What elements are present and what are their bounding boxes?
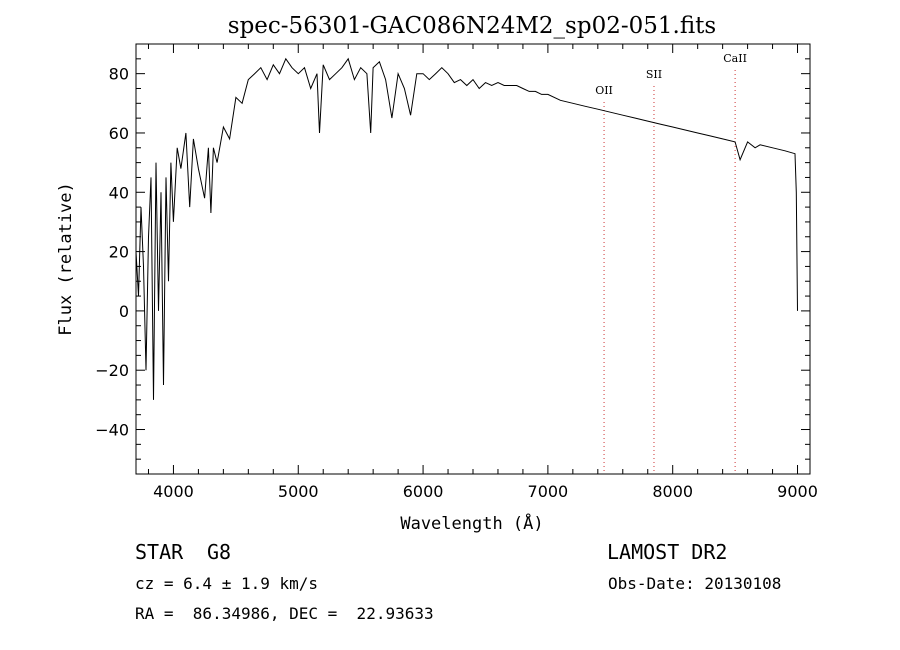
y-tick-label: −20: [95, 361, 129, 380]
x-tick-label: 4000: [153, 482, 194, 501]
y-tick-label: −40: [95, 421, 129, 440]
x-tick-label: 8000: [652, 482, 693, 501]
line-label-caii: CaII: [723, 52, 747, 65]
y-axis-label: Flux (relative): [56, 182, 76, 336]
x-tick-label: 5000: [278, 482, 319, 501]
spectrum-line: [135, 57, 798, 400]
chart-title: spec-56301-GAC086N24M2_sp02-051.fits: [228, 13, 716, 39]
y-tick-label: 0: [119, 302, 129, 321]
line-label-sii: SII: [646, 68, 662, 81]
x-tick-label: 6000: [403, 482, 444, 501]
y-tick-label: 40: [109, 183, 129, 202]
x-axis-label: Wavelength (Å): [400, 512, 543, 534]
axis-ticks: 4000 5000 6000 7000 8000 9000 −40 −20 0 20 40 60 80: [95, 43, 818, 501]
redshift-text: cz = 6.4 ± 1.9 km/s: [135, 574, 319, 593]
object-subclass: G8: [207, 540, 232, 564]
x-tick-label: 9000: [777, 482, 818, 501]
x-tick-label: 7000: [528, 482, 569, 501]
line-label-oii: OII: [595, 84, 613, 97]
plot-frame: [135, 43, 811, 475]
y-tick-label: 80: [109, 65, 129, 84]
line-markers: OII SII CaII: [595, 52, 747, 474]
object-class: STAR: [135, 540, 184, 564]
y-tick-label: 20: [109, 243, 129, 262]
obs-date: Obs-Date: 20130108: [608, 574, 782, 593]
coordinates: RA = 86.34986, DEC = 22.93633: [135, 604, 434, 623]
y-tick-label: 60: [109, 124, 129, 143]
survey-name: LAMOST DR2: [607, 540, 728, 564]
